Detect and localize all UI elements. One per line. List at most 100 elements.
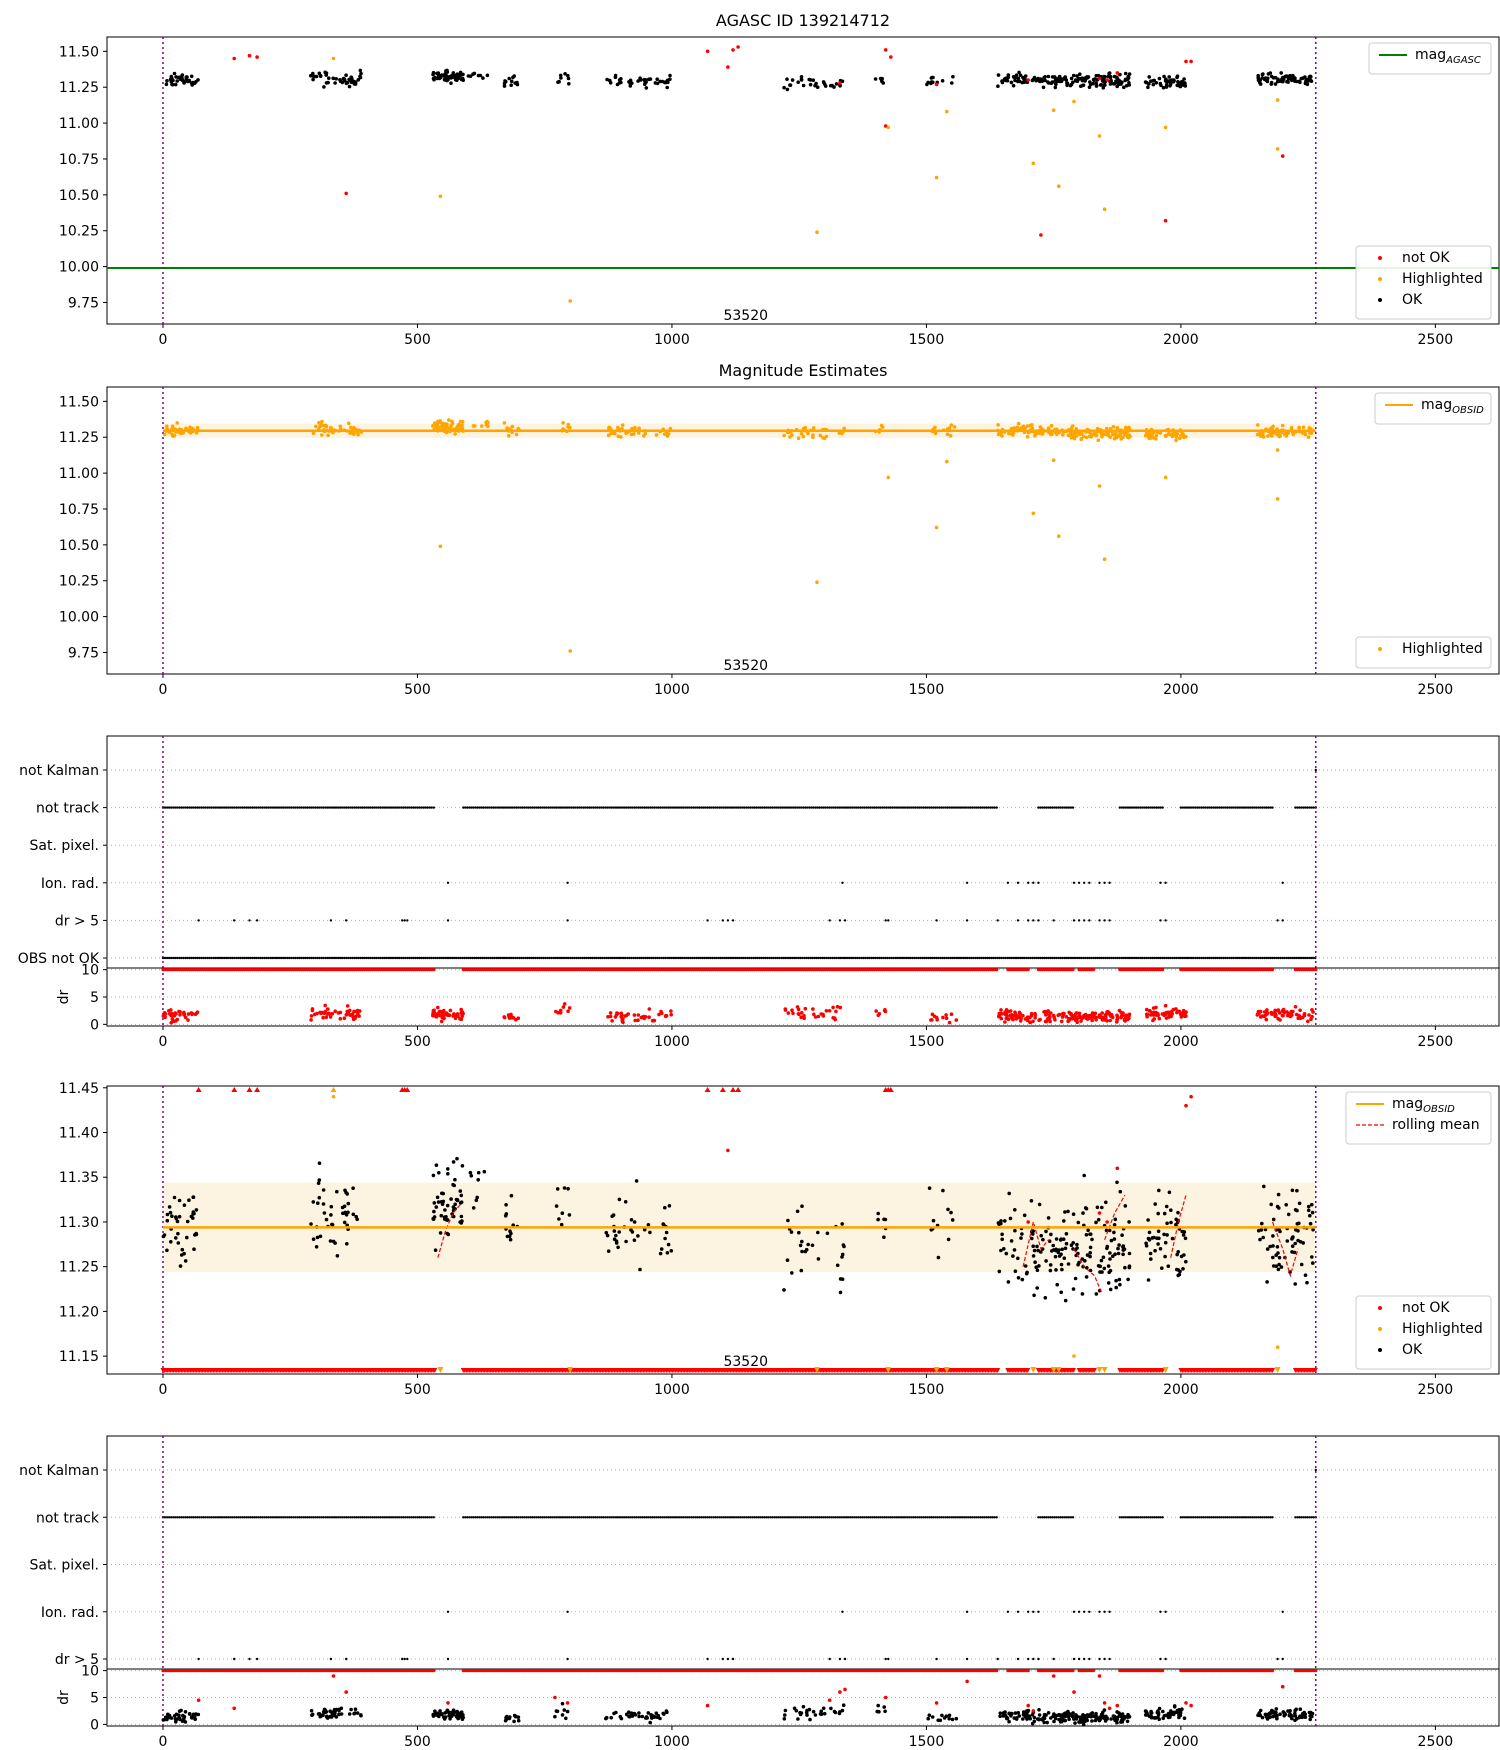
flag-point — [907, 1516, 911, 1519]
flag-point — [428, 956, 431, 960]
flag-point — [721, 919, 724, 922]
highlighted-point — [1016, 421, 1021, 426]
flag-point — [723, 956, 727, 960]
flag-point — [1130, 806, 1134, 809]
ok-point — [1046, 74, 1051, 79]
flag-point — [1202, 1516, 1205, 1519]
flag-row-label: not Kalman — [19, 1463, 99, 1479]
dr-point — [1085, 1713, 1089, 1718]
flag-point — [566, 1610, 569, 1614]
dr-point — [507, 1716, 512, 1721]
flag-point — [1224, 1516, 1227, 1519]
dr-point — [1057, 1012, 1062, 1017]
flag-point — [840, 806, 844, 809]
flag-point — [247, 806, 250, 809]
flag-point — [1164, 919, 1167, 922]
flag-point — [222, 1516, 226, 1519]
highlighted-point — [1174, 433, 1179, 437]
flag-point — [192, 1516, 195, 1519]
flag-point — [612, 806, 616, 809]
ok-point — [668, 73, 672, 78]
flag-point — [412, 806, 415, 809]
x-tick-label: 2500 — [1418, 1034, 1454, 1050]
dr-point — [356, 1009, 361, 1013]
highlighted-point — [438, 544, 443, 549]
ok-point — [873, 77, 878, 81]
flag-point — [1242, 806, 1246, 809]
flag-point — [231, 956, 234, 960]
ok-point — [1009, 80, 1014, 85]
flag-point — [1173, 956, 1177, 960]
dr-point — [1152, 1010, 1156, 1015]
flag-point — [721, 956, 724, 960]
flag-point — [1253, 956, 1256, 960]
ok-point — [1177, 83, 1181, 88]
flag-point — [924, 806, 927, 809]
ok-point — [1256, 76, 1260, 80]
flag-point — [1226, 1516, 1229, 1519]
flag-point — [598, 806, 601, 809]
flag-point — [389, 806, 393, 809]
flag-point — [663, 1516, 666, 1519]
flag-point — [950, 1516, 954, 1519]
highlighted-point — [665, 434, 670, 438]
flag-point — [306, 1516, 309, 1519]
flag-point — [334, 1516, 338, 1519]
flag-point — [1072, 881, 1076, 884]
dr-point — [163, 1015, 167, 1020]
flag-point — [1248, 1516, 1252, 1519]
flag-point — [312, 806, 315, 809]
flag-point — [516, 956, 519, 960]
flag-point — [1230, 1516, 1234, 1519]
flag-point — [693, 956, 696, 960]
flag-point — [1202, 956, 1205, 960]
flag-point — [844, 806, 848, 809]
flag-point — [572, 1516, 575, 1519]
highlighted-point — [1072, 436, 1077, 441]
flag-point — [375, 806, 378, 809]
flag-point — [594, 806, 597, 809]
flag-point — [467, 956, 470, 960]
flag-point — [194, 956, 197, 960]
flag-point — [1010, 956, 1014, 960]
ok-point — [613, 75, 618, 80]
flag-point — [1065, 1516, 1069, 1519]
flag-point — [948, 1516, 951, 1519]
dr-point — [1071, 1711, 1075, 1715]
flag-point — [885, 1516, 888, 1519]
flag-point — [239, 806, 242, 809]
flag-point — [916, 806, 919, 809]
flag-point — [907, 806, 911, 809]
highlighted-point — [1046, 426, 1051, 431]
flag-point — [845, 956, 849, 960]
flag-point — [1312, 956, 1315, 960]
y-tick-label: 10 — [81, 1664, 99, 1680]
flag-point — [586, 806, 589, 809]
flag-point — [730, 1516, 734, 1519]
flag-point — [206, 956, 209, 960]
flag-point — [830, 806, 833, 809]
flag-point — [1276, 919, 1279, 922]
dr-point — [455, 1013, 460, 1017]
flag-point — [860, 956, 863, 960]
dr-point — [1021, 1712, 1026, 1716]
dr-point — [827, 1009, 832, 1013]
dr-point — [1072, 1015, 1077, 1020]
dr-point — [1275, 1716, 1279, 1721]
flag-point — [749, 806, 752, 809]
flag-point — [1157, 956, 1160, 960]
highlighted-point — [620, 423, 625, 427]
flag-point — [878, 956, 881, 960]
dr-point — [174, 1720, 178, 1724]
flag-point — [649, 1516, 652, 1519]
dr-point — [1004, 1008, 1009, 1012]
flag-point — [1277, 956, 1280, 960]
flag-point — [635, 806, 638, 809]
flag-point — [883, 1516, 886, 1519]
dr-point — [1083, 1716, 1087, 1721]
y-tick-label: 10.75 — [59, 152, 99, 168]
flag-point — [450, 956, 454, 960]
